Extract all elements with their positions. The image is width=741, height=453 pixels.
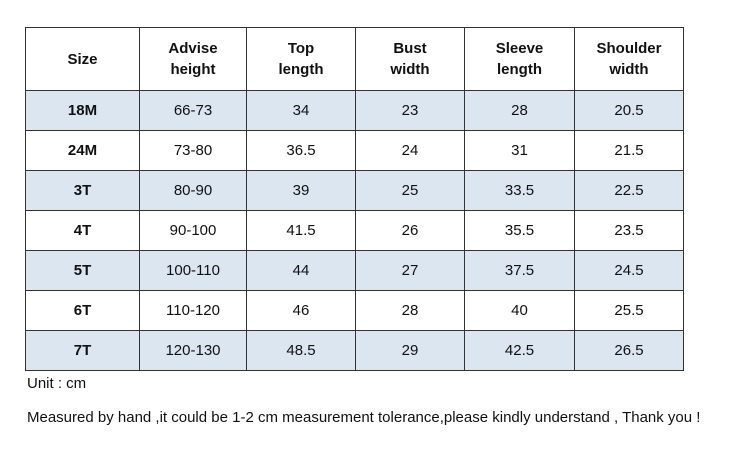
value-cell: 27 bbox=[355, 250, 465, 291]
value-cell: 90-100 bbox=[139, 210, 247, 251]
value-cell: 48.5 bbox=[246, 330, 356, 371]
header-cell: Sleeve length bbox=[464, 27, 575, 91]
header-cell: Advise height bbox=[139, 27, 247, 91]
header-row: Size Advise height Top length Bust width Sleeve… bbox=[25, 27, 684, 91]
value-cell: 40 bbox=[464, 290, 575, 331]
value-cell: 66-73 bbox=[139, 90, 247, 131]
header-text: Sleeve bbox=[495, 40, 544, 57]
value-cell: 31 bbox=[464, 130, 575, 171]
header-text: Advise bbox=[168, 40, 218, 57]
disclaimer: Measured by hand ,it could be 1-2 cm mea… bbox=[27, 409, 701, 426]
value-cell: 41.5 bbox=[246, 210, 356, 251]
table-row: 18M 66-73 34 23 28 20.5 bbox=[25, 90, 684, 131]
header-text: Bust bbox=[393, 40, 427, 57]
value-cell: 23 bbox=[355, 90, 465, 131]
value-cell: 110-120 bbox=[139, 290, 247, 331]
value-cell: 20.5 bbox=[574, 90, 684, 131]
value-cell: 24.5 bbox=[574, 250, 684, 291]
value-cell: 21.5 bbox=[574, 130, 684, 171]
header-text: width bbox=[390, 61, 430, 78]
header-cell: Bust width bbox=[355, 27, 465, 91]
value-cell: 25.5 bbox=[574, 290, 684, 331]
table-row: 7T 120-130 48.5 29 42.5 26.5 bbox=[25, 330, 684, 371]
value-cell: 28 bbox=[355, 290, 465, 331]
value-cell: 22.5 bbox=[574, 170, 684, 211]
table-row: 4T 90-100 41.5 26 35.5 23.5 bbox=[25, 210, 684, 251]
value-cell: 39 bbox=[246, 170, 356, 211]
header-cell: Top length bbox=[246, 27, 356, 91]
value-cell: 37.5 bbox=[464, 250, 575, 291]
table-row: 3T 80-90 39 25 33.5 22.5 bbox=[25, 170, 684, 211]
value-cell: 73-80 bbox=[139, 130, 247, 171]
table-row: 5T 100-110 44 27 37.5 24.5 bbox=[25, 250, 684, 291]
size-cell: 5T bbox=[25, 250, 140, 291]
value-cell: 23.5 bbox=[574, 210, 684, 251]
size-cell: 24M bbox=[25, 130, 140, 171]
header-text: length bbox=[278, 61, 324, 78]
header-text: height bbox=[170, 61, 216, 78]
size-table: Size Advise height Top length Bust width Sleeve… bbox=[25, 27, 684, 371]
header-text: Top bbox=[287, 40, 315, 57]
value-cell: 34 bbox=[246, 90, 356, 131]
header-cell: Shoulder width bbox=[574, 27, 684, 91]
value-cell: 35.5 bbox=[464, 210, 575, 251]
table-row: 6T 110-120 46 28 40 25.5 bbox=[25, 290, 684, 331]
size-cell: 3T bbox=[25, 170, 140, 211]
header-text: width bbox=[609, 61, 649, 78]
size-cell: 7T bbox=[25, 330, 140, 371]
value-cell: 46 bbox=[246, 290, 356, 331]
size-cell: 4T bbox=[25, 210, 140, 251]
value-cell: 25 bbox=[355, 170, 465, 211]
value-cell: 26.5 bbox=[574, 330, 684, 371]
header-cell: Size bbox=[25, 27, 140, 91]
value-cell: 26 bbox=[355, 210, 465, 251]
unit-note: Unit : cm bbox=[27, 375, 87, 392]
size-cell: 6T bbox=[25, 290, 140, 331]
header-text: Size bbox=[67, 50, 98, 68]
header-text: Shoulder bbox=[596, 40, 662, 57]
value-cell: 120-130 bbox=[139, 330, 247, 371]
value-cell: 24 bbox=[355, 130, 465, 171]
value-cell: 36.5 bbox=[246, 130, 356, 171]
size-cell: 18M bbox=[25, 90, 140, 131]
value-cell: 100-110 bbox=[139, 250, 247, 291]
value-cell: 28 bbox=[464, 90, 575, 131]
header-text: length bbox=[497, 61, 542, 78]
table-row: 24M 73-80 36.5 24 31 21.5 bbox=[25, 130, 684, 171]
value-cell: 80-90 bbox=[139, 170, 247, 211]
value-cell: 44 bbox=[246, 250, 356, 291]
value-cell: 42.5 bbox=[464, 330, 575, 371]
value-cell: 33.5 bbox=[464, 170, 575, 211]
value-cell: 29 bbox=[355, 330, 465, 371]
